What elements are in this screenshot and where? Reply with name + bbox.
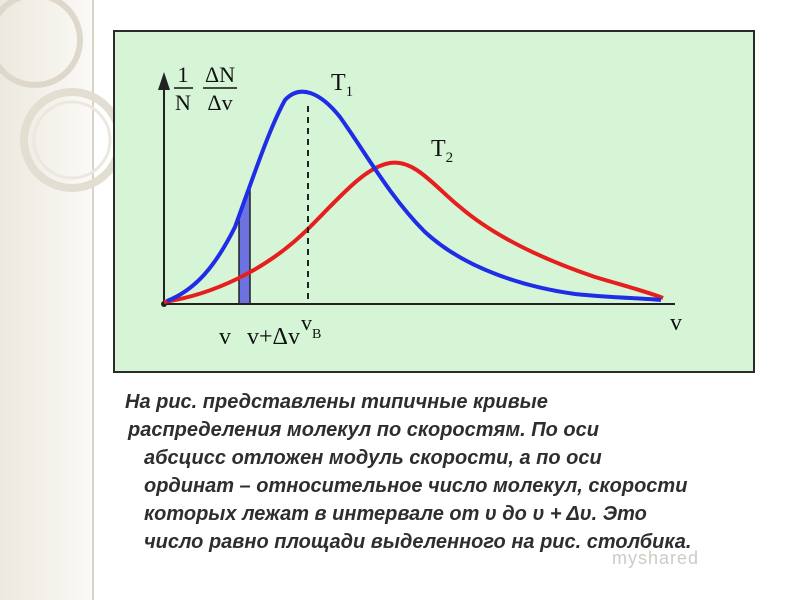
y-label-denominator-1: N	[175, 90, 191, 115]
curve-t1-label-base: T	[331, 70, 346, 96]
distribution-figure: 1 N ΔN Δv T1 T2 v v+Δv vB v	[113, 30, 755, 373]
tick-label-vb: vB	[301, 310, 321, 342]
tick-label-vb-base: v	[301, 310, 312, 335]
caption-line-2: распределения молекул по скоростям. По о…	[128, 419, 599, 441]
tick-label-vb-sub: B	[312, 327, 321, 342]
decorative-ring-3	[32, 100, 112, 180]
y-axis-label: 1 N ΔN Δv	[174, 62, 237, 115]
side-band-divider	[92, 0, 94, 600]
curve-t1-label: T1	[331, 70, 353, 100]
curve-t2-label-sub: 2	[446, 150, 454, 166]
decorative-ring-2	[20, 88, 124, 192]
y-label-numerator-1: 1	[178, 62, 189, 87]
caption-line-3: абсцисс отложен модуль скорости, а по ос…	[144, 447, 602, 469]
x-axis-label: v	[670, 310, 682, 336]
decorative-ring-1	[0, 0, 83, 88]
curve-t2-label-base: T	[431, 136, 446, 162]
caption-line-1: На рис. представлены типичные кривые	[125, 391, 548, 413]
curve-t1	[166, 89, 662, 303]
curve-t2-label: T2	[431, 136, 453, 166]
curve-t2	[163, 160, 664, 304]
figure-caption: На рис. представлены типичные кривые рас…	[118, 388, 768, 556]
caption-line-5: которых лежат в интервале от υ до υ + Δυ…	[144, 503, 647, 525]
caption-line-6: число равно площади выделенного на рис. …	[144, 531, 692, 553]
y-label-denominator-2: Δv	[207, 90, 232, 115]
curve-t1-label-sub: 1	[346, 84, 354, 100]
tick-label-v-plus-dv: v+Δv	[247, 324, 300, 350]
site-watermark: myshared	[612, 548, 700, 568]
caption-line-4: ординат – относительное число молекул, с…	[144, 475, 688, 497]
y-label-numerator-2: ΔN	[205, 62, 235, 87]
maxwell-distribution-diagram: 1 N ΔN Δv T1 T2 v v+Δv vB v	[158, 62, 682, 350]
tick-label-v: v	[219, 324, 231, 350]
